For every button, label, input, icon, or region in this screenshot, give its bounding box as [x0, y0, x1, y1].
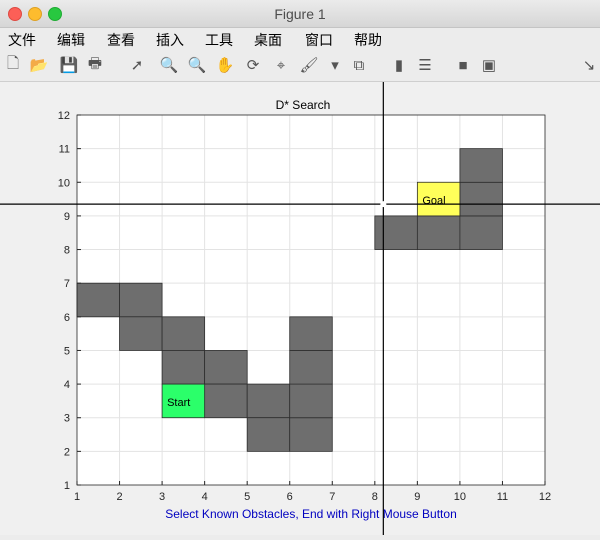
- save-icon[interactable]: 💾: [59, 57, 79, 74]
- y-tick-label: 5: [64, 345, 70, 357]
- brush-dropdown-icon[interactable]: ▾: [331, 57, 339, 74]
- obstacle-cell: [161, 316, 206, 351]
- menu-item-4[interactable]: 工具: [205, 32, 233, 48]
- hide-plot-tools-icon[interactable]: ■: [458, 56, 468, 74]
- y-tick-label: 8: [64, 245, 70, 257]
- obstacle-cell: [289, 316, 333, 351]
- new-figure-icon[interactable]: 🗋: [6, 54, 20, 72]
- y-tick-label: 9: [64, 211, 70, 223]
- figure-canvas[interactable]: Start Goal 1 2 3 4 5 6 7 8 9 10 11 12 1 2 3 4 5 6 7 8 9 10 11 12 D…: [0, 82, 600, 535]
- x-tick-label: 4: [202, 491, 208, 503]
- menu-item-0[interactable]: 文件: [8, 32, 36, 48]
- goal-cell: [416, 181, 461, 217]
- obstacle-cell: [246, 417, 291, 452]
- x-tick-label: 6: [287, 491, 293, 503]
- menu-bar: 文件 编辑 查看 插入 工具 桌面 窗口 帮助: [0, 28, 600, 50]
- zoom-in-icon[interactable]: 🔍: [159, 57, 179, 74]
- obstacle-cell: [289, 350, 333, 385]
- menu-item-7[interactable]: 帮助: [354, 32, 382, 48]
- obstacle-cell: [459, 148, 503, 183]
- data-cursor-icon[interactable]: ⌖: [276, 56, 286, 74]
- close-window-button[interactable]: [8, 7, 22, 21]
- obstacle-cell: [204, 383, 248, 419]
- menu-item-1[interactable]: 编辑: [57, 32, 85, 48]
- y-tick-label: 3: [64, 413, 70, 425]
- window-titlebar: Figure 1: [0, 0, 600, 28]
- link-plot-icon[interactable]: ⧉: [353, 56, 365, 74]
- start-label: Start: [167, 397, 190, 409]
- crosshair-center: [380, 201, 387, 208]
- legend-icon[interactable]: ☰: [418, 57, 432, 74]
- pointer-icon[interactable]: ➚: [130, 57, 144, 74]
- obstacle-cell: [459, 181, 503, 217]
- plot-title: D* Search: [276, 98, 331, 112]
- y-tick-label: 1: [64, 480, 70, 492]
- obstacle-cell: [416, 215, 461, 250]
- pan-hand-icon[interactable]: ✋: [215, 57, 235, 74]
- x-tick-label: 8: [372, 491, 378, 503]
- obstacle-cell: [76, 282, 120, 318]
- open-file-icon[interactable]: 📂: [29, 57, 49, 74]
- menu-item-6[interactable]: 窗口: [305, 32, 333, 48]
- x-tick-label: 10: [454, 491, 466, 503]
- y-tick-label: 11: [59, 144, 70, 156]
- y-tick-label: 12: [58, 110, 70, 122]
- x-tick-label: 9: [414, 491, 420, 503]
- x-tick-label: 3: [159, 491, 165, 503]
- goal-label: Goal: [422, 195, 445, 207]
- minimize-window-button[interactable]: [28, 7, 42, 21]
- menu-item-5[interactable]: 桌面: [254, 32, 282, 48]
- y-tick-label: 2: [64, 446, 70, 458]
- maximize-window-button[interactable]: [48, 7, 62, 21]
- instruction-caption: Select Known Obstacles, End with Right M…: [165, 507, 457, 521]
- x-tick-label: 11: [497, 491, 508, 503]
- obstacle-cell: [289, 383, 333, 419]
- menu-item-3[interactable]: 插入: [156, 32, 184, 48]
- obstacle-cell: [204, 350, 248, 385]
- y-tick-label: 7: [64, 278, 70, 290]
- brush-icon[interactable]: 🖌: [299, 57, 319, 74]
- x-tick-label: 2: [116, 491, 122, 503]
- obstacle-cell: [119, 282, 163, 318]
- obstacle-cell: [289, 417, 333, 452]
- x-tick-label: 5: [244, 491, 250, 503]
- obstacle-cell: [374, 215, 418, 250]
- obstacle-cell: [119, 316, 163, 351]
- rotate-icon[interactable]: ⟳: [246, 57, 260, 74]
- start-cell: [161, 383, 206, 419]
- show-plot-tools-icon[interactable]: ▣: [481, 57, 497, 74]
- axes-box: [76, 114, 546, 486]
- x-tick-label: 7: [329, 491, 335, 503]
- y-tick-label: 10: [58, 177, 70, 189]
- obstacle-cell: [459, 215, 503, 250]
- print-icon[interactable]: 🖶: [87, 54, 103, 72]
- obstacle-cell: [161, 350, 206, 385]
- menu-item-2[interactable]: 查看: [107, 32, 135, 48]
- colorbar-icon[interactable]: ▮: [394, 57, 404, 74]
- obstacle-cell: [246, 383, 291, 419]
- x-tick-label: 1: [74, 491, 80, 503]
- figure-toolbar: 🗋 📂 💾 🖶 ➚ 🔍 🔍 ✋ ⟳ ⌖ 🖌 ▾ ⧉ ▮ ☰ ■ ▣ ↘: [0, 51, 600, 82]
- x-tick-label: 12: [539, 491, 551, 503]
- window-title: Figure 1: [274, 6, 326, 22]
- zoom-out-icon[interactable]: 🔍: [187, 57, 207, 74]
- y-tick-label: 4: [64, 379, 70, 391]
- y-tick-label: 6: [64, 312, 70, 324]
- dock-arrow-icon[interactable]: ↘: [582, 57, 596, 74]
